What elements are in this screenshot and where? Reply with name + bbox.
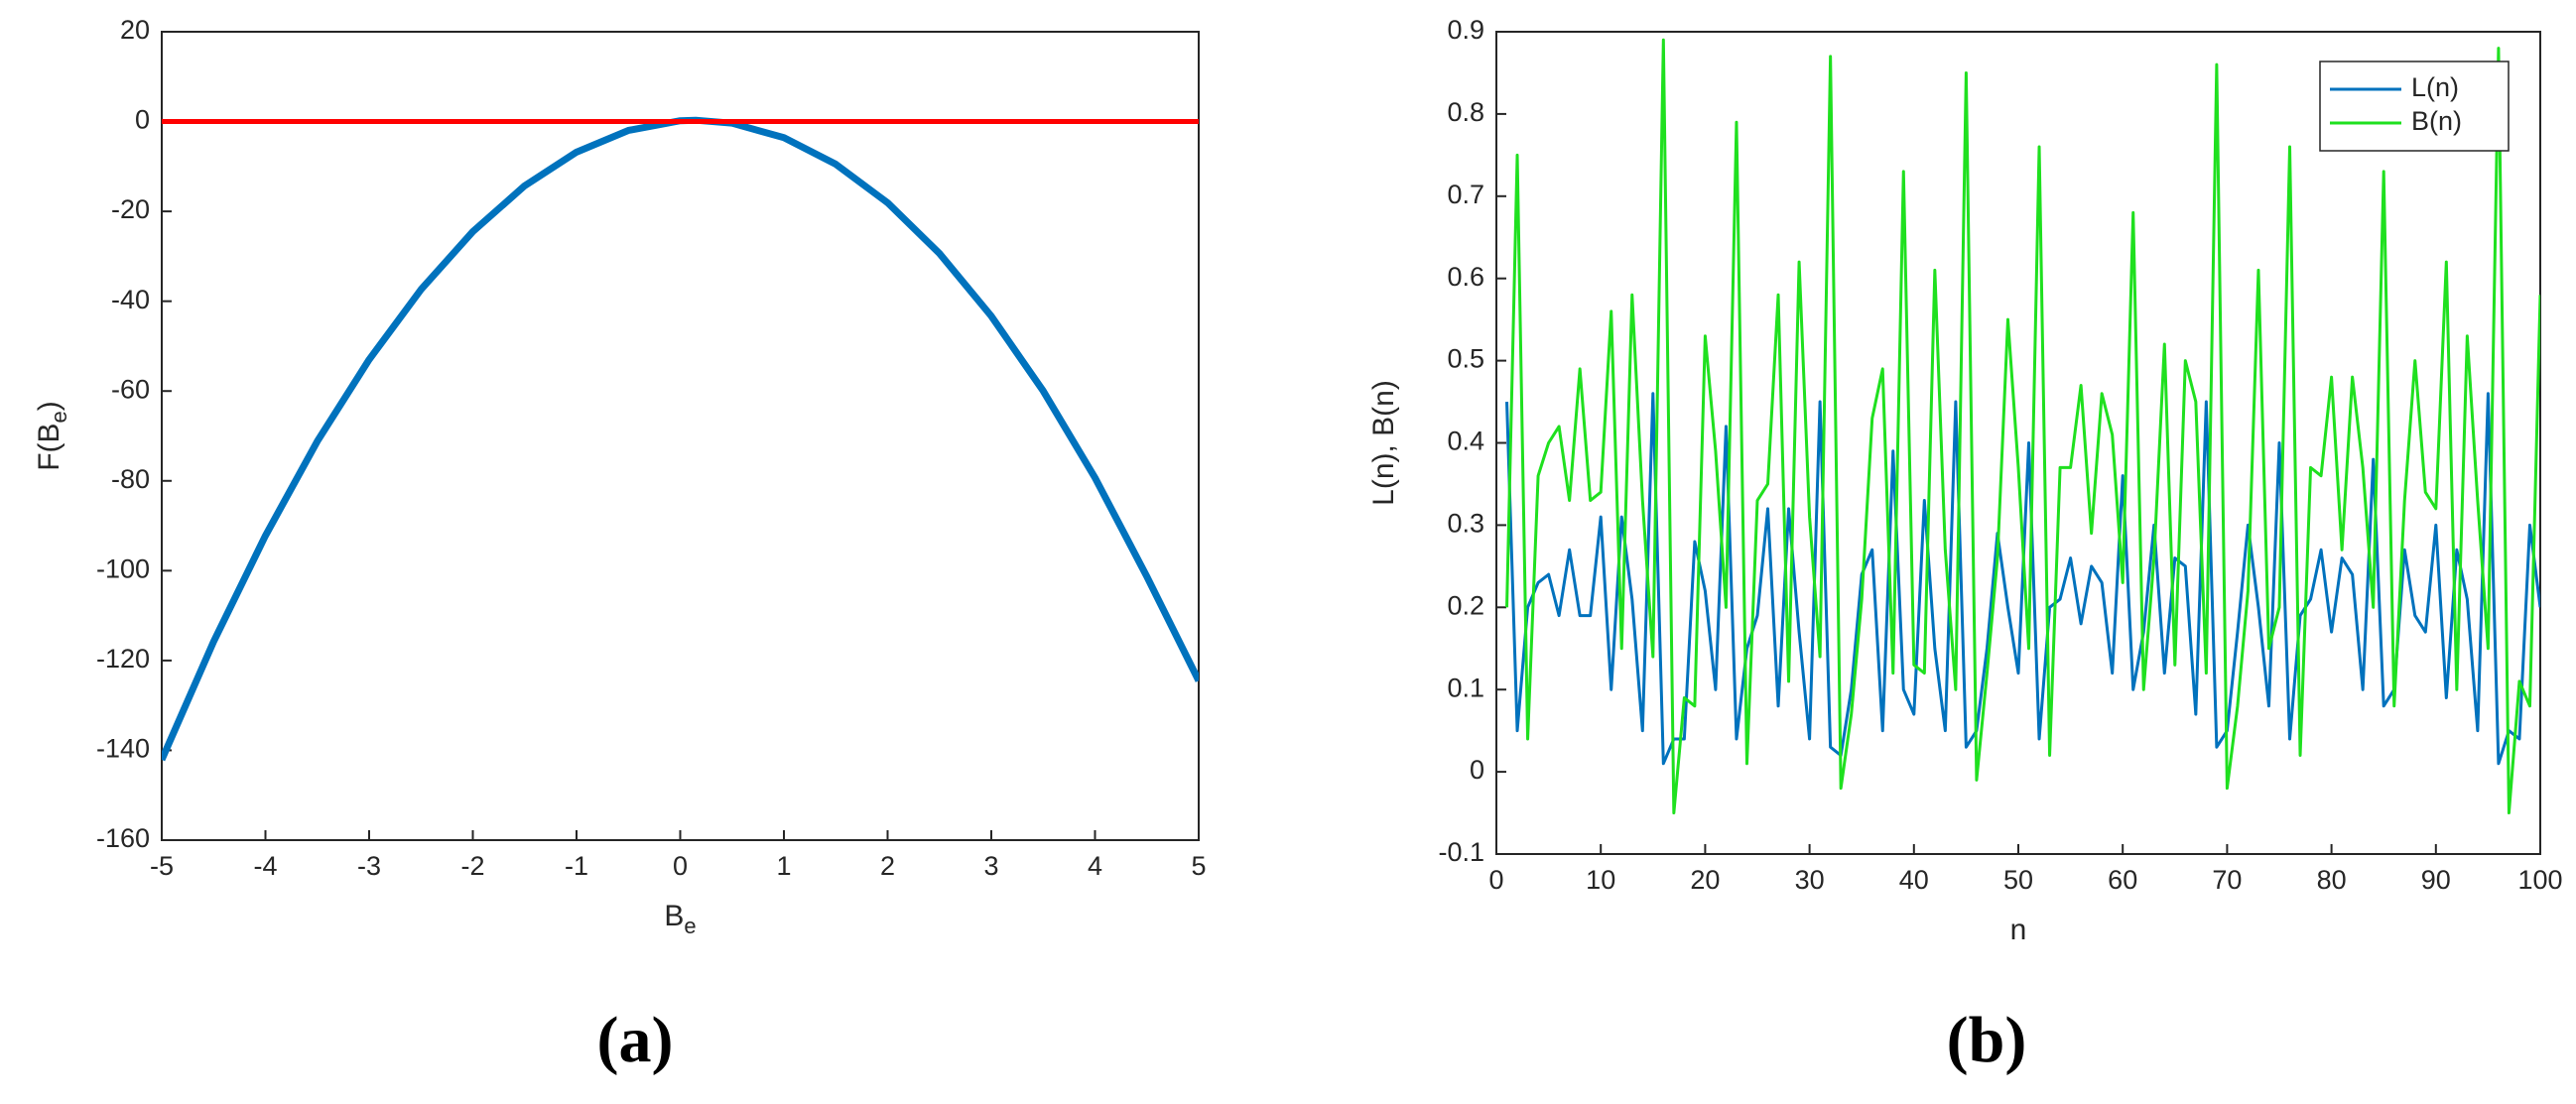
x-tick-label: -3 (357, 851, 381, 881)
x-tick-label: -2 (460, 851, 484, 881)
y-tick-label: -20 (111, 194, 150, 224)
y-tick-label: 0.5 (1447, 344, 1484, 374)
legend-box (2319, 61, 2510, 152)
y-tick-label: -140 (96, 734, 150, 764)
x-axis-label-sub: e (684, 914, 696, 938)
y-tick-label: -160 (96, 823, 150, 853)
y-tick-label: -40 (111, 285, 150, 314)
legend-label: B(n) (2411, 106, 2462, 136)
y-tick-label: -100 (96, 553, 150, 583)
y-axis-label: L(n), B(n) (1367, 380, 1400, 506)
y-tick-label: 20 (120, 15, 150, 45)
caption: (b) (1947, 1004, 2027, 1076)
y-tick-label: -80 (111, 464, 150, 494)
y-tick-label: 0.3 (1447, 509, 1484, 539)
y-tick-label: 0 (135, 105, 150, 135)
x-axis-label: Be (664, 900, 696, 938)
y-axis-label: F(Be) (33, 401, 71, 471)
x-tick-label: 4 (1088, 851, 1102, 881)
x-tick-label: 10 (1586, 865, 1615, 895)
y-tick-label: 0.8 (1447, 97, 1484, 127)
legend-label: L(n) (2411, 72, 2459, 102)
x-tick-label: 2 (880, 851, 895, 881)
plot-area (1495, 31, 2541, 855)
x-tick-label: 60 (2108, 865, 2137, 895)
x-tick-label: 0 (1488, 865, 1503, 895)
plot-area (161, 31, 1200, 841)
y-tick-label: -60 (111, 374, 150, 404)
x-tick-label: 5 (1191, 851, 1206, 881)
y-tick-label: -120 (96, 644, 150, 674)
x-axis-label-text: B (664, 900, 684, 932)
x-tick-label: 80 (2317, 865, 2347, 895)
y-axis-label-text: F(B (33, 423, 65, 470)
data-line (1505, 38, 2540, 815)
x-tick-label: 50 (2003, 865, 2033, 895)
x-tick-label: -1 (565, 851, 588, 881)
x-tick-label: 90 (2421, 865, 2451, 895)
y-tick-label: 0.1 (1447, 673, 1484, 702)
y-tick-label: 0.4 (1447, 427, 1484, 456)
y-axis-label-sub: e (47, 411, 71, 423)
y-tick-label: 0.6 (1447, 262, 1484, 292)
caption: (a) (597, 1004, 674, 1076)
y-tick-label: 0.9 (1447, 15, 1484, 45)
x-tick-label: -4 (253, 851, 277, 881)
x-tick-label: 30 (1795, 865, 1825, 895)
y-tick-label: -0.1 (1438, 837, 1484, 867)
y-tick-label: 0 (1470, 755, 1484, 785)
x-tick-label: 40 (1899, 865, 1929, 895)
x-tick-label: 1 (776, 851, 791, 881)
x-tick-label: 20 (1690, 865, 1720, 895)
x-tick-label: -5 (150, 851, 174, 881)
y-tick-label: 0.7 (1447, 180, 1484, 209)
y-tick-label: 0.2 (1447, 590, 1484, 620)
x-tick-label: 0 (673, 851, 688, 881)
x-axis-label: n (2010, 914, 2027, 946)
x-tick-label: 70 (2212, 865, 2242, 895)
y-axis-label-after: ) (33, 401, 65, 411)
x-tick-label: 100 (2517, 865, 2562, 895)
x-tick-label: 3 (983, 851, 998, 881)
